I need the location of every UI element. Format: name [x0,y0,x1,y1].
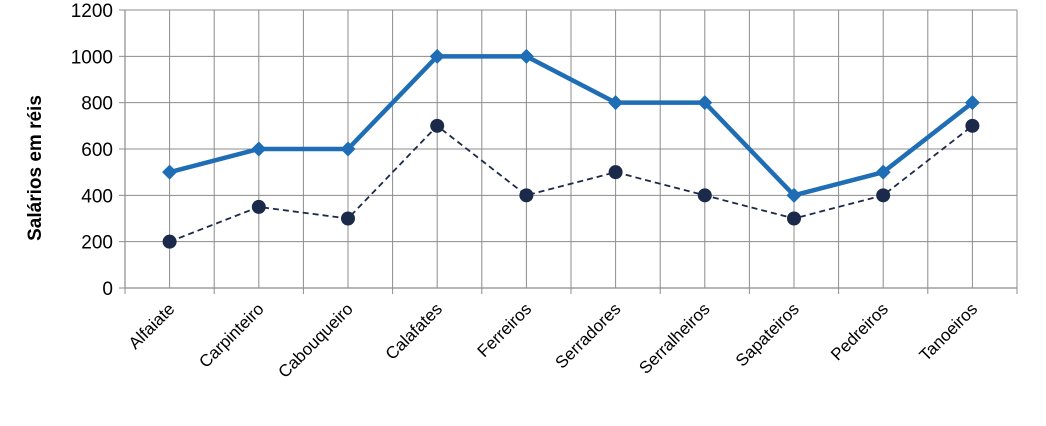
data-point [697,95,713,111]
data-point [251,199,266,214]
data-point [964,95,980,111]
data-point [340,141,356,157]
x-tick-label: Sapateiros [732,299,803,370]
grid [125,9,1018,288]
series-1 [162,48,980,203]
x-tick-label: Tanoeiros [916,299,982,365]
series [162,48,980,249]
y-axis-label: Salários em réis [25,95,46,241]
data-point [608,95,624,111]
data-point [608,165,623,180]
x-tick-label: Carpinteiro [195,299,267,371]
data-point [965,118,980,133]
data-point [876,188,891,203]
x-tick-labels: Alfaiate Carpinteiro Cabouqueiro Calafates F… [125,299,981,381]
x-tick-label: Pedreiros [827,299,892,364]
y-tick-label: 1200 [71,1,113,22]
y-tick-labels: 0 200 400 600 800 1000 1200 [71,1,113,300]
y-tick-label: 200 [81,233,113,254]
data-point [875,164,891,180]
x-tick-label: Ferreiros [474,299,536,361]
y-tick-label: 400 [81,186,113,207]
data-point [697,188,712,203]
x-tick-label: Alfaiate [125,299,179,353]
data-point [518,48,534,64]
y-tick-label: 800 [81,94,113,115]
data-point [341,211,355,226]
axes [119,9,1018,294]
y-tick-label: 600 [81,140,113,161]
x-tick-label: Cabouqueiro [275,299,357,381]
x-tick-label: Serradores [552,299,625,372]
series-line [169,124,973,243]
x-tick-label: Serralheiros [635,299,713,377]
data-point [786,187,802,203]
y-tick-label: 1000 [71,47,113,68]
data-point [787,211,801,226]
data-point [162,164,178,180]
data-point [162,234,177,249]
series-2 [162,118,980,249]
data-point [430,118,445,133]
data-point [429,48,445,64]
x-tick-label: Calafates [382,299,446,363]
y-tick-label: 0 [102,279,113,300]
series-line [169,54,974,198]
data-point [251,141,267,157]
data-point [519,188,534,203]
